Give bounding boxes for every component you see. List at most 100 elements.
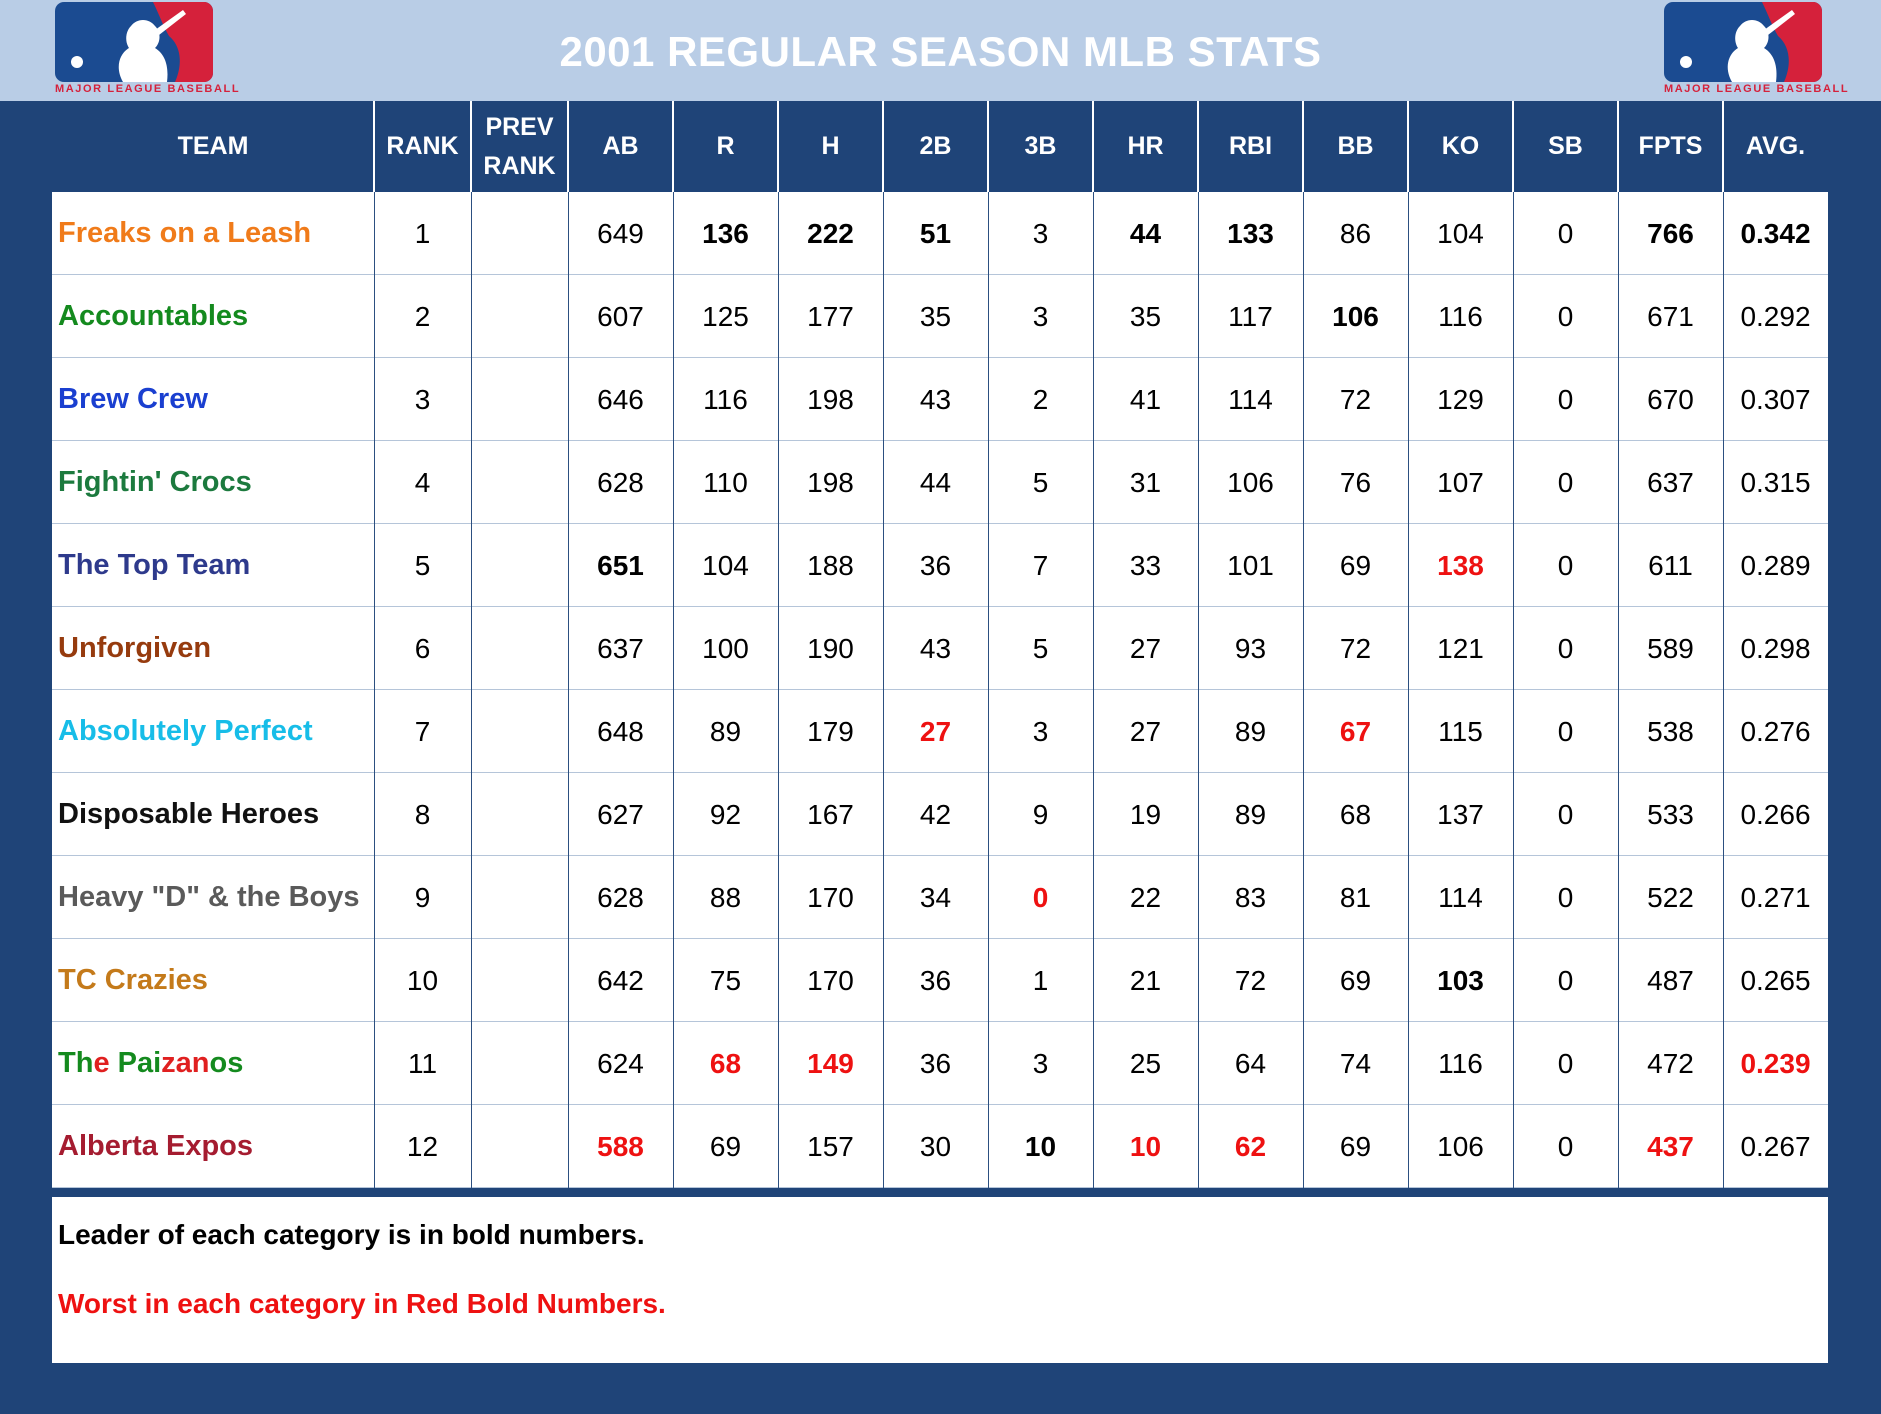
cell-rbi: 72 bbox=[1234, 964, 1267, 996]
cell-hr: 25 bbox=[1129, 1047, 1162, 1079]
cell-avg: 0.292 bbox=[1740, 300, 1811, 332]
cell-2b: 51 bbox=[919, 217, 952, 249]
cell-hr: 27 bbox=[1129, 715, 1162, 747]
column-divider bbox=[568, 192, 569, 1188]
team-name: The Top Team bbox=[58, 549, 251, 581]
cell-sb: 0 bbox=[1557, 466, 1574, 498]
cell-ab: 648 bbox=[597, 715, 644, 747]
cell-3b: 3 bbox=[1032, 217, 1049, 249]
cell-fpts: 538 bbox=[1647, 715, 1694, 747]
cell-rank: 10 bbox=[406, 964, 439, 996]
table-row: Accountables 2 607 125 177 35 3 35 117 106 116 0 671… bbox=[52, 275, 1828, 358]
cell-avg: 0.342 bbox=[1740, 217, 1811, 249]
column-header-team: TEAM bbox=[177, 132, 249, 160]
cell-rank: 3 bbox=[414, 383, 431, 415]
cell-bb: 69 bbox=[1339, 549, 1372, 581]
table-row: Th e Pai zan os 11 624 68 149 36 3 25 64 74 116 0 472 0.… bbox=[52, 1022, 1828, 1105]
cell-r: 88 bbox=[709, 881, 742, 913]
cell-ko: 137 bbox=[1437, 798, 1484, 830]
cell-hr: 22 bbox=[1129, 881, 1162, 913]
mlb-logo-icon bbox=[1664, 2, 1822, 82]
cell-fpts: 522 bbox=[1647, 881, 1694, 913]
header-divider bbox=[1092, 101, 1094, 192]
cell-ko: 129 bbox=[1437, 383, 1484, 415]
cell-hr: 31 bbox=[1129, 466, 1162, 498]
cell-3b: 5 bbox=[1032, 632, 1049, 664]
cell-rank: 4 bbox=[414, 466, 431, 498]
cell-rbi: 89 bbox=[1234, 715, 1267, 747]
cell-2b: 34 bbox=[919, 881, 952, 913]
cell-3b: 3 bbox=[1032, 300, 1049, 332]
note-leader: Leader of each category is in bold numbe… bbox=[58, 1219, 645, 1250]
cell-fpts: 589 bbox=[1647, 632, 1694, 664]
column-header-row: TEAM RANK PREV RANK AB R H 2B 3B HR RBI BB KO SB FPTS… bbox=[52, 101, 1828, 192]
cell-prevrank bbox=[471, 856, 568, 939]
cell-rank: 7 bbox=[414, 715, 431, 747]
cell-sb: 0 bbox=[1557, 964, 1574, 996]
cell-r: 116 bbox=[703, 383, 748, 415]
cell-rbi: 83 bbox=[1234, 881, 1267, 913]
cell-2b: 30 bbox=[919, 1130, 952, 1162]
team-name: Alberta Expos bbox=[58, 1130, 253, 1162]
cell-3b: 3 bbox=[1032, 715, 1049, 747]
cell-rank: 2 bbox=[414, 300, 431, 332]
cell-h: 198 bbox=[807, 466, 854, 498]
cell-ab: 628 bbox=[597, 466, 644, 498]
column-divider bbox=[883, 192, 884, 1188]
cell-rbi: 89 bbox=[1234, 798, 1267, 830]
header-divider bbox=[1197, 101, 1199, 192]
table-row: The Top Team 5 651 104 188 36 7 33 101 69 138 0 611 0… bbox=[52, 524, 1828, 607]
column-divider bbox=[1513, 192, 1514, 1188]
cell-avg: 0.265 bbox=[1740, 964, 1811, 996]
cell-avg: 0.289 bbox=[1740, 549, 1811, 581]
cell-hr: 10 bbox=[1129, 1130, 1162, 1162]
cell-sb: 0 bbox=[1557, 549, 1574, 581]
cell-rank: 11 bbox=[407, 1047, 438, 1079]
table-row: Heavy "D" & the Boys 9 628 88 170 34 0 22 83 81 11… bbox=[52, 856, 1828, 939]
column-header-ab: AB bbox=[602, 132, 639, 160]
cell-rank: 12 bbox=[406, 1130, 439, 1162]
header-divider bbox=[672, 101, 674, 192]
team-name: Heavy "D" & the Boys bbox=[58, 881, 360, 913]
logo-text: MAJOR LEAGUE BASEBALL bbox=[55, 83, 241, 95]
cell-ko: 114 bbox=[1438, 881, 1483, 913]
header-divider bbox=[470, 101, 472, 192]
column-divider bbox=[1093, 192, 1094, 1188]
note-worst: Worst in each category in Red Bold Numbe… bbox=[58, 1288, 666, 1319]
cell-2b: 27 bbox=[919, 715, 952, 747]
cell-prevrank bbox=[471, 1105, 568, 1188]
cell-hr: 35 bbox=[1129, 300, 1162, 332]
cell-avg: 0.239 bbox=[1740, 1047, 1811, 1079]
cell-prevrank bbox=[471, 524, 568, 607]
table-row: Brew Crew 3 646 116 198 43 2 41 114 72 129 0 670 0.30… bbox=[52, 358, 1828, 441]
header-band: MAJOR LEAGUE BASEBALL 2001 REGULAR SEASO… bbox=[0, 0, 1881, 101]
cell-2b: 44 bbox=[919, 466, 952, 498]
cell-3b: 2 bbox=[1032, 383, 1049, 415]
cell-rbi: 133 bbox=[1227, 217, 1274, 249]
column-header-fpts: FPTS bbox=[1638, 132, 1703, 160]
cell-ab: 627 bbox=[597, 798, 644, 830]
cell-hr: 19 bbox=[1129, 798, 1162, 830]
team-name: Brew Crew bbox=[58, 383, 208, 415]
cell-hr: 21 bbox=[1129, 964, 1162, 996]
table-row: Unforgiven 6 637 100 190 43 5 27 93 72 121 0 589 0.29… bbox=[52, 607, 1828, 690]
cell-rank: 8 bbox=[414, 798, 431, 830]
cell-rbi: 64 bbox=[1234, 1047, 1267, 1079]
column-header-3b: 3B bbox=[1024, 132, 1057, 160]
cell-prevrank bbox=[471, 275, 568, 358]
cell-2b: 36 bbox=[919, 1047, 952, 1079]
cell-ko: 103 bbox=[1437, 964, 1484, 996]
header-divider bbox=[987, 101, 989, 192]
cell-ab: 637 bbox=[597, 632, 644, 664]
team-name: Absolutely Perfect bbox=[58, 715, 313, 747]
cell-bb: 72 bbox=[1339, 383, 1372, 415]
header-divider bbox=[777, 101, 779, 192]
cell-sb: 0 bbox=[1557, 881, 1574, 913]
column-header-rbi: RBI bbox=[1228, 132, 1273, 160]
cell-3b: 7 bbox=[1032, 549, 1049, 581]
header-divider bbox=[1617, 101, 1619, 192]
cell-rank: 5 bbox=[414, 549, 431, 581]
cell-avg: 0.307 bbox=[1740, 383, 1811, 415]
cell-avg: 0.271 bbox=[1740, 881, 1811, 913]
team-name: Accountables bbox=[58, 300, 249, 332]
